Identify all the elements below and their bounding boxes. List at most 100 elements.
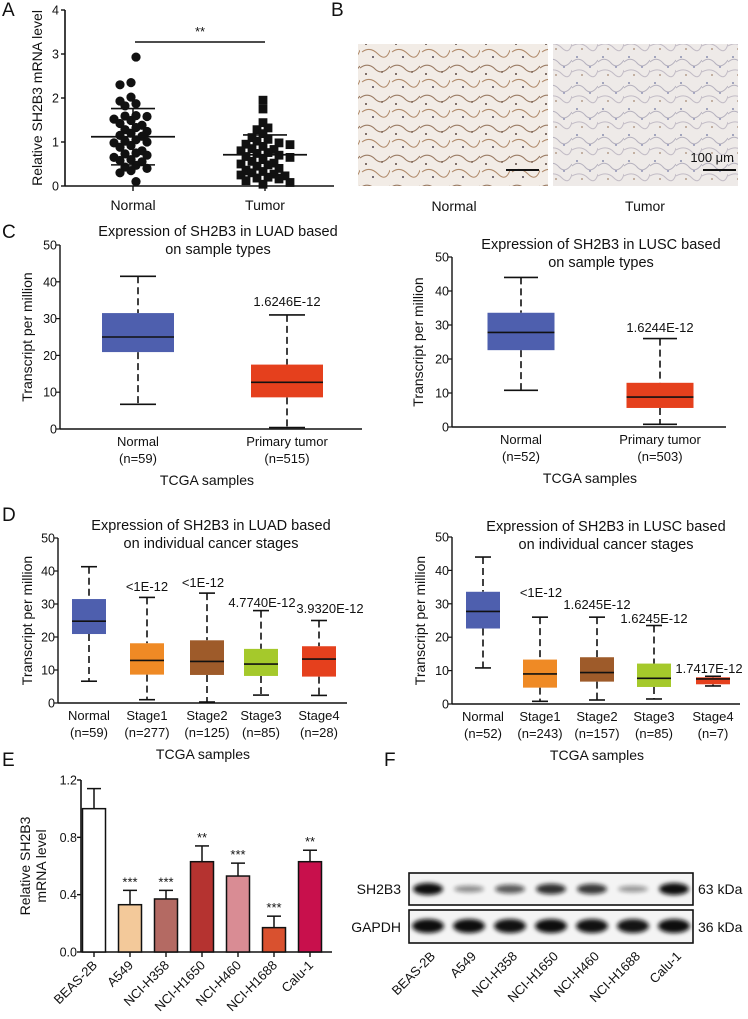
ytick-label: 30: [41, 598, 55, 612]
panel-e-bar: Relative SH2B3 mRNA level 0.0 0.4 0.8 1.2 BE…: [17, 774, 332, 1014]
panel-a-point-tumor: [263, 123, 273, 133]
ytick-label: 30: [435, 319, 449, 333]
panel-a-point-tumor: [252, 136, 262, 146]
panel-a-point-tumor: [274, 138, 284, 148]
panel-e-significance: ***: [122, 874, 137, 889]
panel-a-point-tumor: [258, 142, 268, 151]
panel-a-point-tumor: [269, 145, 279, 154]
panel-e-significance: **: [305, 834, 315, 849]
blot-band-gapdh: [576, 919, 608, 933]
panel-a-point-tumor: [263, 148, 273, 157]
panel-a-point-tumor: [258, 129, 268, 139]
y-axis-label: Transcript per million: [412, 556, 428, 685]
panel-b-ihc: 100 μm Normal Tumor: [358, 44, 738, 214]
y-axis-label: Transcript per million: [19, 556, 35, 685]
panel-letter-a: A: [2, 0, 15, 21]
blot-lane-label: A549: [447, 949, 479, 981]
ihc-image-normal: [358, 44, 548, 186]
xtick-n-label: (n=157): [574, 726, 619, 741]
chart-title-line: on individual cancer stages: [124, 536, 299, 552]
xtick-n-label: (n=515): [264, 451, 309, 466]
panel-e-xtick-label: BEAS-2B: [51, 958, 100, 1007]
panel-a-ytick-label: 1: [52, 136, 59, 150]
chart-title-line: Expression of SH2B3 in LUAD based: [91, 518, 330, 534]
panel-e-significance: ***: [266, 900, 281, 915]
x-axis-label: TCGA samples: [160, 472, 254, 488]
ytick-label: 20: [43, 349, 57, 363]
xtick-n-label: (n=28): [300, 725, 338, 740]
panel-a-point-normal: [115, 118, 125, 129]
panel-a-point-tumor: [258, 104, 268, 114]
xtick-category: Primary tumor: [619, 432, 701, 447]
panel-a-point-tumor: [285, 178, 295, 187]
panel-a-point-tumor: [241, 139, 251, 149]
x-axis-label: TCGA samples: [156, 746, 250, 762]
panel-a-point-tumor: [258, 95, 268, 105]
ytick-label: 10: [435, 387, 449, 401]
box-iqr: [580, 657, 614, 682]
x-axis-label: TCGA samples: [550, 747, 644, 763]
xtick-category: Normal: [117, 434, 159, 449]
panel-a-point-normal: [131, 177, 141, 187]
box-iqr: [244, 648, 278, 676]
ytick-label: 10: [41, 664, 55, 678]
ytick-label: 0: [48, 697, 55, 711]
blot-protein-gapdh: GAPDH: [351, 919, 401, 935]
p-value-label: 4.7740E-12: [228, 595, 295, 610]
y-axis-label: Transcript per million: [410, 277, 426, 406]
panel-letter-c: C: [2, 222, 16, 243]
panel-letter-f: F: [384, 750, 396, 771]
blot-band-sh2b3: [536, 883, 566, 895]
panel-a-point-tumor: [274, 164, 284, 173]
box-iqr: [102, 313, 174, 353]
blot-band-gapdh: [453, 919, 485, 933]
ytick-label: 40: [435, 564, 449, 578]
panel-a-point-tumor: [252, 161, 262, 171]
panel-a-point-normal: [126, 140, 136, 151]
panel-e-ytick-label: 0.8: [60, 831, 77, 845]
box-iqr: [626, 382, 694, 408]
p-value-label: <1E-12: [520, 585, 562, 600]
ihc-label-normal: Normal: [431, 198, 476, 214]
panel-a-point-normal: [142, 111, 152, 122]
p-value-label: 1.6245E-12: [563, 597, 630, 612]
xtick-n-label: (n=503): [637, 449, 682, 464]
blot-band-gapdh: [494, 919, 526, 933]
xtick-category: Stage1: [519, 709, 560, 724]
panel-a-point-normal: [126, 78, 136, 88]
blot-lane-label: BEAS-2B: [389, 949, 438, 998]
xtick-n-label: (n=59): [119, 451, 157, 466]
xtick-n-label: (n=59): [70, 725, 108, 740]
panel-a-point-tumor: [258, 179, 268, 189]
blot-band-sh2b3: [577, 883, 607, 895]
panel-letter-d: D: [2, 505, 16, 526]
panel-a-point-tumor: [247, 133, 257, 142]
panel-a-ytick-label: 3: [52, 48, 59, 62]
ytick-label: 20: [435, 353, 449, 367]
panel-a-point-tumor: [247, 156, 257, 166]
box-iqr: [190, 640, 224, 675]
blot-band-sh2b3: [659, 883, 689, 895]
panel-a-point-tumor: [269, 158, 279, 168]
ytick-label: 50: [435, 531, 449, 545]
blot-band-sh2b3: [454, 885, 484, 893]
xtick-n-label: (n=243): [517, 726, 562, 741]
panel-a-point-tumor: [285, 140, 295, 150]
panel-e-ytick-label: 1.2: [60, 774, 77, 788]
panel-a-point-tumor: [236, 146, 246, 156]
xtick-n-label: (n=52): [464, 726, 502, 741]
panel-d-lusc-box: Expression of SH2B3 in LUSC based on indi…: [412, 519, 743, 763]
panel-a-point-tumor: [263, 172, 273, 182]
panel-a-point-tumor: [263, 160, 273, 170]
blot-band-sh2b3: [618, 885, 648, 893]
ytick-label: 10: [435, 664, 449, 678]
panel-a-point-tumor: [247, 168, 257, 178]
panel-a-point-normal: [131, 99, 141, 109]
panel-a-point-normal: [126, 92, 136, 102]
ytick-label: 20: [41, 631, 55, 645]
panel-e-xtick-label: Calu-1: [278, 958, 316, 996]
chart-title-line: Expression of SH2B3 in LUSC based: [486, 519, 725, 535]
panel-e-bar-calu-1: [297, 860, 323, 953]
blot-size-gapdh: 36 kDa: [698, 919, 743, 935]
